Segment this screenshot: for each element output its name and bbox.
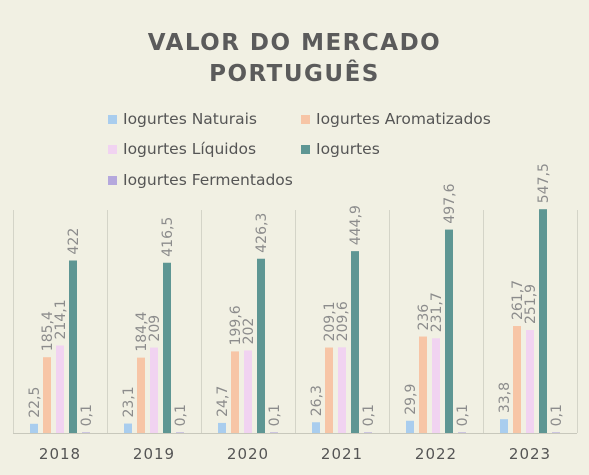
legend-swatch-iogurtes-liquidos [108, 144, 117, 154]
legend-swatch-iogurtes-naturais [108, 114, 117, 124]
data-label-iogurtes-2021: 444,9 [348, 205, 364, 245]
data-label-iogurtes-fermentados-2022: 0,1 [455, 404, 471, 426]
chart-title-line-1: VALOR DO MERCADO [147, 30, 442, 56]
data-label-iogurtes-liquidos-2018: 214,1 [53, 299, 69, 339]
bar-iogurtes-naturais-2019 [124, 423, 132, 433]
data-label-iogurtes-liquidos-2020: 202 [241, 318, 257, 345]
bar-iogurtes-fermentados-2023 [552, 432, 560, 433]
data-label-iogurtes-liquidos-2023: 251,9 [523, 284, 539, 324]
x-tick-label-2023: 2023 [509, 445, 551, 463]
bar-iogurtes-2020 [257, 258, 265, 433]
legend-label-iogurtes-aromatizados: Iogurtes Aromatizados [316, 110, 491, 128]
bar-iogurtes-aromatizados-2022 [419, 336, 427, 433]
x-tick-label-2021: 2021 [321, 445, 363, 463]
bar-iogurtes-2022 [445, 229, 453, 433]
data-label-iogurtes-2022: 497,6 [442, 183, 458, 223]
bar-iogurtes-liquidos-2018 [56, 345, 64, 433]
bar-iogurtes-liquidos-2019 [150, 347, 158, 433]
x-tick-label-2020: 2020 [227, 445, 269, 463]
bar-iogurtes-aromatizados-2018 [43, 357, 51, 433]
bar-iogurtes-liquidos-2020 [244, 350, 252, 433]
bar-iogurtes-2021 [351, 251, 359, 433]
bar-iogurtes-liquidos-2022 [432, 338, 440, 433]
legend-swatch-iogurtes-fermentados [108, 175, 117, 185]
data-label-iogurtes-naturais-2018: 22,5 [27, 387, 43, 418]
x-tick-label-2022: 2022 [415, 445, 457, 463]
bar-iogurtes-naturais-2021 [312, 422, 320, 433]
bar-iogurtes-aromatizados-2019 [137, 357, 145, 433]
legend-item-iogurtes-fermentados: Iogurtes Fermentados [108, 169, 293, 191]
chart-title: VALOR DO MERCADO PORTUGUÊS [0, 28, 589, 90]
data-label-iogurtes-naturais-2022: 29,9 [403, 384, 419, 415]
data-label-iogurtes-fermentados-2018: 0,1 [79, 404, 95, 426]
bar-iogurtes-liquidos-2023 [526, 330, 534, 433]
data-label-iogurtes-liquidos-2019: 209 [147, 315, 163, 342]
data-label-iogurtes-aromatizados-2020: 199,6 [228, 305, 244, 345]
data-label-iogurtes-naturais-2019: 23,1 [121, 386, 137, 417]
data-label-iogurtes-aromatizados-2018: 185,4 [40, 311, 56, 351]
data-label-iogurtes-naturais-2020: 24,7 [215, 386, 231, 417]
data-label-iogurtes-2019: 416,5 [160, 217, 176, 257]
data-label-iogurtes-2020: 426,3 [254, 213, 270, 253]
legend-swatch-iogurtes-aromatizados [301, 114, 310, 124]
data-label-iogurtes-aromatizados-2019: 184,4 [134, 311, 150, 351]
data-label-iogurtes-fermentados-2020: 0,1 [267, 404, 283, 426]
data-label-iogurtes-2018: 422 [66, 228, 82, 255]
bar-iogurtes-2019 [163, 262, 171, 433]
bar-iogurtes-aromatizados-2023 [513, 326, 521, 433]
bar-iogurtes-fermentados-2020 [270, 432, 278, 433]
legend-label-iogurtes-liquidos: Iogurtes Líquidos [123, 140, 257, 158]
bar-iogurtes-fermentados-2019 [176, 432, 184, 433]
legend-item-iogurtes-liquidos: Iogurtes Líquidos [108, 138, 256, 160]
bar-iogurtes-naturais-2018 [30, 423, 38, 433]
bar-iogurtes-2023 [539, 209, 547, 433]
bar-iogurtes-fermentados-2022 [458, 432, 466, 433]
data-label-iogurtes-naturais-2021: 26,3 [309, 385, 325, 416]
legend-label-iogurtes: Iogurtes [316, 140, 380, 158]
bar-iogurtes-fermentados-2021 [364, 432, 372, 433]
data-label-iogurtes-aromatizados-2022: 236 [416, 304, 432, 331]
bar-iogurtes-naturais-2023 [500, 419, 508, 433]
bar-iogurtes-aromatizados-2021 [325, 347, 333, 433]
legend-item-iogurtes-naturais: Iogurtes Naturais [108, 108, 257, 130]
data-label-iogurtes-2023: 547,5 [536, 163, 552, 203]
legend-label-iogurtes-fermentados: Iogurtes Fermentados [123, 171, 293, 189]
x-tick-label-2019: 2019 [133, 445, 175, 463]
legend-swatch-iogurtes [301, 144, 310, 154]
bar-iogurtes-liquidos-2021 [338, 347, 346, 433]
chart-legend: Iogurtes Naturais Iogurtes Aromatizados … [108, 108, 568, 198]
legend-item-iogurtes: Iogurtes [301, 138, 380, 160]
bar-iogurtes-naturais-2020 [218, 422, 226, 433]
legend-item-iogurtes-aromatizados: Iogurtes Aromatizados [301, 108, 491, 130]
bar-iogurtes-fermentados-2018 [82, 432, 90, 433]
chart-title-line-2: PORTUGUÊS [209, 61, 380, 87]
data-label-iogurtes-fermentados-2021: 0,1 [361, 404, 377, 426]
bar-iogurtes-naturais-2022 [406, 420, 414, 433]
data-label-iogurtes-aromatizados-2021: 209,1 [322, 301, 338, 341]
legend-label-iogurtes-naturais: Iogurtes Naturais [123, 110, 257, 128]
data-label-iogurtes-liquidos-2022: 231,7 [429, 292, 445, 332]
bar-iogurtes-aromatizados-2020 [231, 351, 239, 433]
data-label-iogurtes-fermentados-2023: 0,1 [549, 404, 565, 426]
x-tick-label-2018: 2018 [39, 445, 81, 463]
data-label-iogurtes-aromatizados-2023: 261,7 [510, 280, 526, 320]
data-label-iogurtes-fermentados-2019: 0,1 [173, 404, 189, 426]
data-label-iogurtes-liquidos-2021: 209,6 [335, 301, 351, 341]
bar-iogurtes-2018 [69, 260, 77, 433]
data-label-iogurtes-naturais-2023: 33,8 [497, 382, 513, 413]
